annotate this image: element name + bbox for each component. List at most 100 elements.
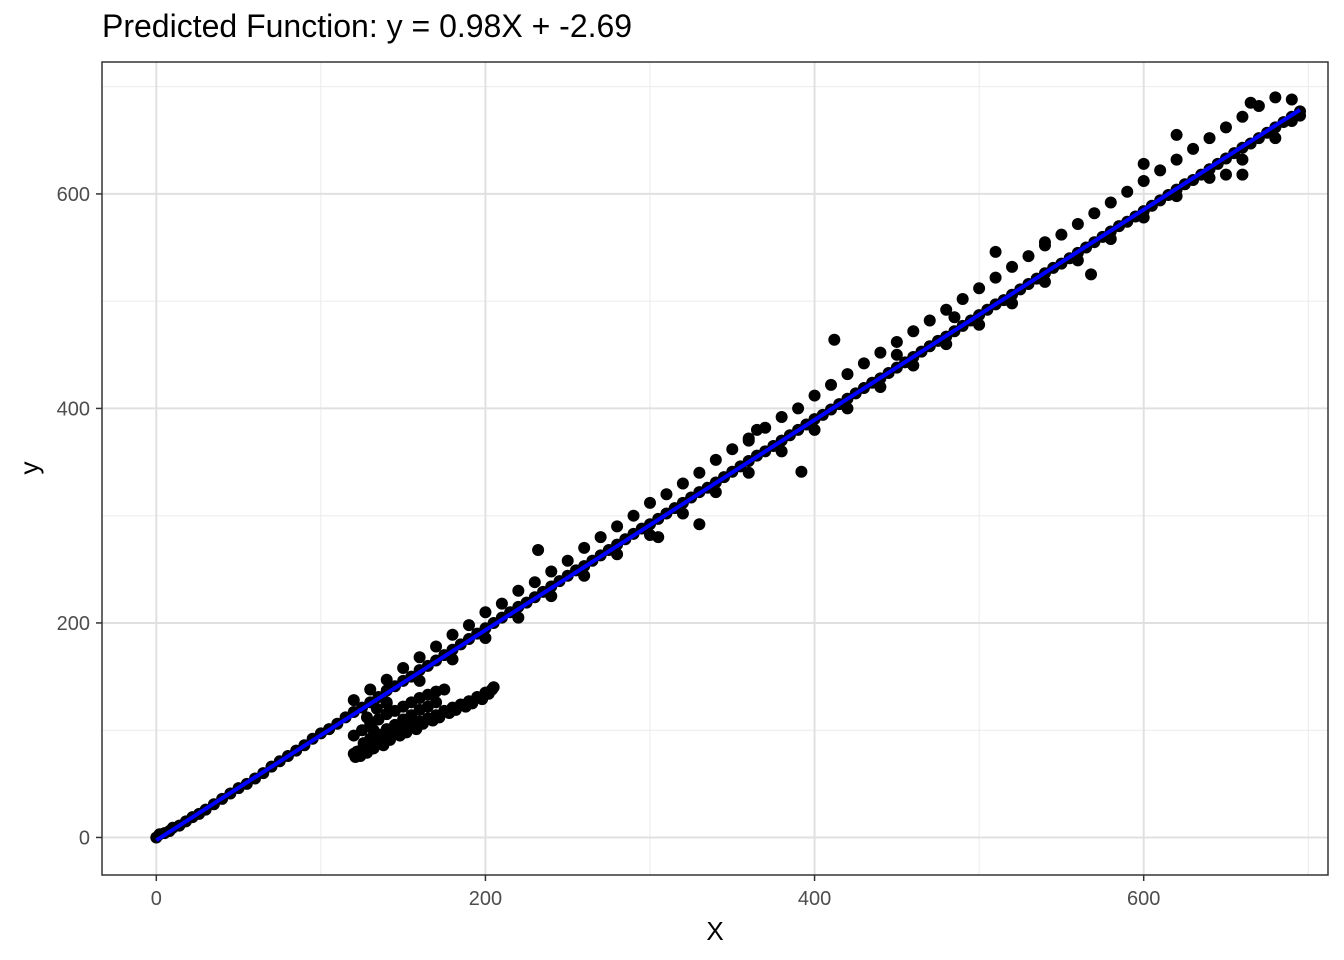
data-point [413, 651, 426, 664]
data-point [808, 423, 821, 436]
data-point [1236, 168, 1249, 181]
x-tick-label: 0 [151, 888, 162, 910]
data-point [709, 453, 722, 466]
data-point [532, 544, 545, 557]
data-point [446, 628, 459, 641]
data-point [1006, 297, 1019, 310]
y-axis-ticks: 0 200 400 600 [57, 184, 102, 849]
data-point [545, 590, 558, 603]
plot-border [101, 61, 1329, 876]
data-point [795, 465, 808, 478]
plot-background [102, 62, 1328, 875]
data-point [1121, 185, 1134, 198]
data-point [578, 541, 591, 554]
data-point [1170, 153, 1183, 166]
y-tick-label: 600 [57, 184, 90, 206]
data-point [940, 338, 953, 351]
data-point [1203, 132, 1216, 145]
data-point [940, 303, 953, 316]
data-point [857, 357, 870, 370]
data-point [479, 606, 492, 619]
data-point [357, 737, 370, 750]
x-tick-label: 600 [1127, 888, 1160, 910]
data-point [1203, 171, 1216, 184]
data-point [545, 565, 558, 578]
data-point [890, 348, 903, 361]
data-point [561, 554, 574, 567]
data-point [825, 378, 838, 391]
x-tick-label: 400 [798, 888, 831, 910]
data-point [1071, 254, 1084, 267]
data-point [652, 531, 665, 544]
data-point [841, 368, 854, 381]
data-point [446, 653, 459, 666]
data-point [1104, 232, 1117, 245]
data-point [1137, 175, 1150, 188]
data-point [907, 325, 920, 338]
chart-title: Predicted Function: y = 0.98X + -2.69 [102, 8, 633, 44]
data-point [923, 314, 936, 327]
data-point [364, 683, 377, 696]
data-point [874, 380, 887, 393]
data-point [775, 445, 788, 458]
data-point [1170, 128, 1183, 141]
data-point [676, 507, 689, 520]
data-point [594, 531, 607, 544]
data-point [495, 597, 508, 610]
data-point [1269, 132, 1282, 145]
data-point [709, 486, 722, 499]
data-point [1219, 121, 1232, 134]
data-point [430, 640, 443, 653]
data-point [1022, 250, 1035, 263]
data-point [438, 683, 451, 696]
data-point [948, 311, 961, 324]
data-point [874, 346, 887, 359]
data-point [973, 282, 986, 295]
data-point [1236, 110, 1249, 123]
data-point [841, 402, 854, 415]
data-point [512, 611, 525, 624]
data-point [907, 359, 920, 372]
data-point [611, 548, 624, 561]
y-axis-title: y [14, 462, 44, 475]
data-point [1055, 228, 1068, 241]
data-point [347, 694, 360, 707]
x-axis-title: X [706, 916, 723, 946]
data-point [1006, 260, 1019, 273]
data-point [367, 724, 380, 737]
data-point [462, 619, 475, 632]
data-point [611, 520, 624, 533]
data-point [775, 411, 788, 424]
data-point [742, 466, 755, 479]
data-point [973, 318, 986, 331]
data-point [693, 466, 706, 479]
x-tick-label: 200 [469, 888, 502, 910]
data-point [1244, 96, 1257, 109]
data-point [380, 696, 393, 709]
data-point [828, 333, 841, 346]
data-point [693, 518, 706, 531]
data-point [479, 631, 492, 644]
data-point [627, 509, 640, 522]
data-point [1088, 207, 1101, 220]
data-point [1219, 168, 1232, 181]
regression-line [155, 108, 1302, 843]
data-point [956, 293, 969, 306]
y-tick-label: 0 [79, 827, 90, 849]
data-point [1269, 91, 1282, 104]
data-point [1085, 268, 1098, 281]
data-point [486, 683, 499, 696]
y-tick-label: 200 [57, 613, 90, 635]
data-point [1154, 164, 1167, 177]
data-point [1170, 190, 1183, 203]
y-tick-label: 400 [57, 398, 90, 420]
data-point [578, 569, 591, 582]
data-point [890, 335, 903, 348]
data-point [1104, 196, 1117, 209]
x-axis-ticks: 0 200 400 600 [151, 875, 1160, 910]
data-point [528, 576, 541, 589]
data-point [676, 477, 689, 490]
data-point [356, 724, 369, 737]
data-point [808, 389, 821, 402]
data-point [1137, 211, 1150, 224]
